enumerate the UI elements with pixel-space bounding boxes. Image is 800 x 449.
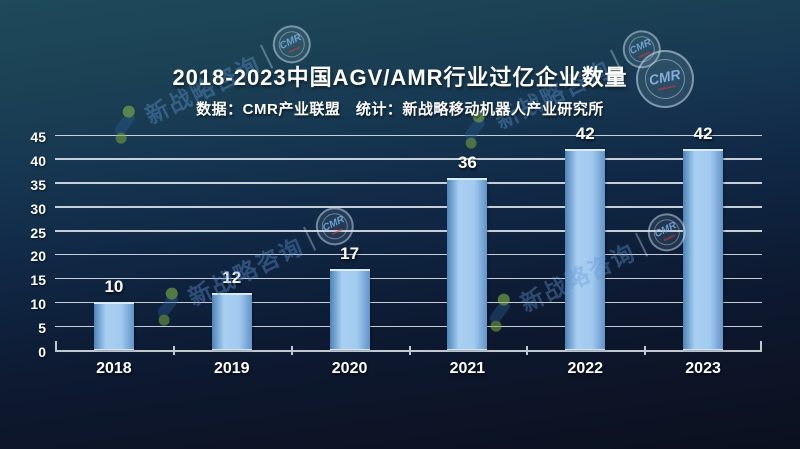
y-axis-label-0: 0 — [38, 344, 46, 360]
bar-value-2019: 12 — [222, 267, 242, 287]
bar-value-2021: 36 — [457, 153, 477, 172]
bar-2022 — [565, 149, 606, 350]
bar-value-2020: 17 — [340, 243, 360, 263]
x-axis-tick-5 — [644, 346, 647, 355]
gridline-25 — [55, 230, 762, 232]
plot-area: 10 12 17 36 42 42 — [55, 124, 762, 355]
chart-subtitle: 数据：CMR产业联盟 统计：新战略移动机器人产业研究所 — [196, 101, 604, 118]
x-axis-tick-2 — [290, 346, 293, 355]
cmr-badge-text: CMR — [628, 37, 654, 58]
chart-header: 2018-2023中国AGV/AMR行业过亿企业数量 数据：CMR产业联盟 统计… — [0, 60, 800, 119]
gridline-30 — [55, 206, 762, 208]
gridline-45 — [55, 134, 762, 136]
bar-2019 — [211, 292, 252, 350]
bar-value-2023: 42 — [693, 124, 713, 144]
x-axis-label-2018: 2018 — [96, 360, 132, 377]
bar-value-2018: 10 — [104, 277, 124, 297]
y-axis-label-40: 40 — [30, 152, 46, 169]
y-axis-label-45: 45 — [30, 129, 46, 145]
x-axis-label-2023: 2023 — [685, 360, 721, 377]
y-axis-label-35: 35 — [30, 176, 46, 193]
gridline-10 — [55, 301, 762, 304]
chart-title: 2018-2023中国AGV/AMR行业过亿企业数量 — [172, 65, 628, 90]
gridline-40 — [55, 158, 762, 160]
cmr-badge-text: CMR — [278, 32, 304, 53]
x-axis-tick-1 — [172, 346, 175, 355]
gridline-35 — [55, 182, 762, 184]
x-axis-label-2019: 2019 — [213, 360, 250, 377]
gridline-15 — [55, 277, 762, 280]
y-axis-label-10: 10 — [30, 296, 46, 313]
y-axis-label-5: 5 — [38, 320, 46, 337]
x-axis-label-2020: 2020 — [331, 360, 368, 377]
x-axis-tick-3 — [408, 346, 411, 355]
x-axis-tick-0 — [55, 341, 57, 350]
y-axis-label-20: 20 — [30, 248, 46, 265]
x-axis-tick-4 — [526, 346, 529, 355]
gridline-5 — [55, 325, 762, 328]
bar-2021 — [447, 178, 488, 350]
bar-value-2022: 42 — [575, 124, 595, 144]
gridline-20 — [55, 253, 762, 256]
bar-2020 — [329, 268, 370, 350]
x-axis-label-2021: 2021 — [449, 360, 486, 377]
y-axis-label-15: 15 — [30, 272, 46, 289]
bar-2018 — [93, 302, 134, 350]
y-axis-label-25: 25 — [30, 224, 46, 241]
x-axis-tick-6 — [760, 341, 762, 350]
x-axis-label-2022: 2022 — [567, 360, 604, 377]
bar-2023 — [683, 149, 724, 350]
y-axis-label-30: 30 — [30, 200, 46, 217]
